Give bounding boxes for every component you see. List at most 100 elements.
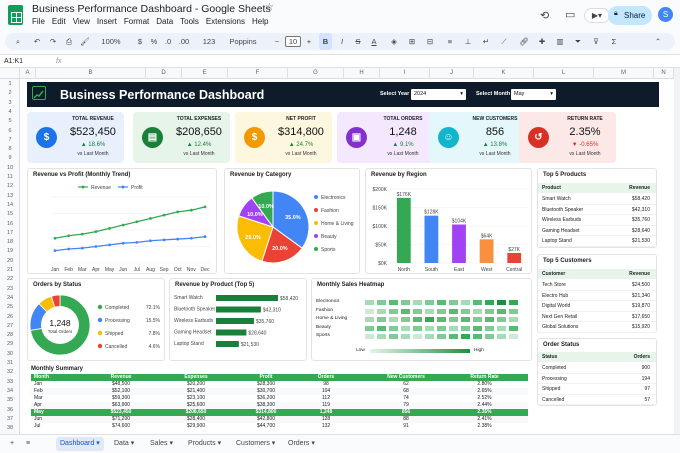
share-button[interactable]: Share (608, 6, 652, 25)
column-header[interactable]: H (344, 68, 380, 79)
history-icon[interactable]: ⟲ (540, 10, 550, 22)
vertical-align-icon[interactable]: ⊥ (464, 37, 472, 46)
bold-button[interactable]: B (319, 33, 332, 50)
column-header[interactable]: A (20, 68, 36, 79)
zoom-select[interactable]: 100% (101, 37, 121, 46)
row-header[interactable]: 34 (6, 387, 14, 394)
column-header[interactable]: E (182, 68, 228, 79)
row-header[interactable]: 5 (8, 118, 12, 125)
decrease-decimal-button[interactable]: .0 (164, 37, 172, 46)
table-row[interactable]: Next Gen Retail $17,650 (538, 312, 656, 322)
text-wrap-icon[interactable]: ↵ (482, 37, 490, 46)
row-header[interactable]: 20 (6, 257, 14, 264)
vertical-scrollbar[interactable] (674, 68, 680, 434)
table-row[interactable]: Completed 900 (538, 363, 656, 374)
row-header[interactable]: 23 (6, 285, 14, 292)
text-color-button[interactable]: A (371, 37, 377, 46)
redo-icon[interactable]: ↷ (49, 37, 57, 46)
row-header[interactable]: 6 (8, 127, 12, 134)
table-row[interactable]: Electro Hub $21,340 (538, 291, 656, 301)
row-header[interactable]: 33 (6, 378, 14, 385)
fill-color-icon[interactable]: ◈ (391, 37, 397, 46)
column-header[interactable]: L (534, 68, 594, 79)
row-header[interactable]: 31 (6, 360, 14, 366)
tab-products[interactable]: Products ▾ (188, 440, 222, 447)
name-box[interactable]: A1:K1 (4, 58, 24, 65)
row-header[interactable]: 32 (6, 369, 14, 376)
year-select[interactable]: 2024 (411, 89, 466, 100)
table-row[interactable]: Gaming Headset $28,640 (538, 226, 656, 236)
filter-icon[interactable]: ⏷ (575, 37, 581, 46)
undo-icon[interactable]: ↶ (33, 37, 41, 46)
row-header[interactable]: 16 (6, 220, 14, 227)
column-header[interactable]: G (288, 68, 344, 79)
table-row[interactable]: Global Solutions $15,920 (538, 322, 656, 333)
row-header[interactable]: 36 (6, 406, 14, 413)
tab-data[interactable]: Data ▾ (114, 440, 135, 447)
meet-icon[interactable]: ▶▾ (584, 8, 610, 23)
horizontal-align-icon[interactable]: ≡ (447, 37, 453, 46)
tab-dashboard[interactable]: Dashboard ▾ (56, 437, 104, 451)
add-sheet-button[interactable]: + (10, 440, 15, 447)
row-header[interactable]: 30 (6, 350, 14, 357)
table-row[interactable]: Wireless Earbuds $35,760 (538, 215, 656, 226)
row-header[interactable]: 9 (8, 155, 12, 162)
table-row[interactable]: Mar $59,300 $23,100 $36,200 112 74 2.52% (31, 395, 528, 402)
column-header[interactable]: I (380, 68, 430, 79)
row-header[interactable]: 1 (8, 81, 12, 87)
collapse-toolbar-icon[interactable]: ⌃ (654, 37, 662, 46)
row-header[interactable]: 19 (6, 248, 14, 255)
menu-file[interactable]: File (32, 17, 45, 26)
all-sheets-icon[interactable]: ≡ (26, 440, 31, 447)
table-row[interactable]: Laptop Stand $21,530 (538, 236, 656, 247)
table-row[interactable]: Bluetooth Speaker $42,310 (538, 205, 656, 215)
row-header[interactable]: 25 (6, 304, 14, 311)
row-header[interactable]: 26 (6, 313, 14, 320)
tab-sales[interactable]: Sales ▾ (150, 440, 173, 447)
print-icon[interactable]: ⎙ (66, 37, 72, 46)
row-header[interactable]: 7 (8, 136, 12, 143)
column-header[interactable]: K (474, 68, 534, 79)
table-row[interactable]: Jul $74,600 $29,900 $44,700 132 91 2.38% (31, 423, 528, 430)
strikethrough-button[interactable]: S (355, 37, 361, 46)
currency-format-button[interactable]: $ (137, 37, 143, 46)
menu-help[interactable]: Help (251, 17, 269, 26)
row-header[interactable]: 3 (8, 99, 12, 106)
row-header[interactable]: 17 (6, 229, 14, 236)
text-rotation-icon[interactable]: ⟋ (501, 37, 507, 46)
row-header[interactable]: 27 (6, 322, 14, 329)
font-size-input[interactable]: 10 (285, 36, 301, 47)
row-header[interactable]: 2 (8, 90, 12, 97)
insert-link-icon[interactable]: 🔗︎ (519, 37, 529, 46)
row-header[interactable]: 4 (8, 108, 12, 115)
select-all-corner[interactable] (0, 68, 20, 79)
row-header[interactable]: 10 (6, 164, 14, 171)
insert-comment-icon[interactable]: ✚ (538, 37, 546, 46)
column-header[interactable]: F (228, 68, 288, 79)
row-header[interactable]: 15 (6, 211, 14, 218)
table-row[interactable]: Tech Store $24,500 (538, 280, 656, 291)
menu-edit[interactable]: Edit (51, 17, 66, 26)
increase-decimal-button[interactable]: .00 (178, 37, 190, 46)
menu-tools[interactable]: Tools (180, 17, 199, 26)
table-row[interactable]: May $523,450 $208,650 $314,800 1,248 856 2.35% (31, 409, 528, 416)
column-header[interactable]: M (594, 68, 654, 79)
row-header[interactable]: 11 (7, 174, 13, 180)
table-row[interactable]: Jun $71,200 $28,400 $42,800 128 88 2.41% (31, 416, 528, 423)
table-row[interactable]: Cancelled 57 (538, 395, 656, 405)
borders-icon[interactable]: ⊞ (408, 37, 416, 46)
column-header[interactable]: N (654, 68, 674, 79)
paint-format-icon[interactable]: 🖌︎ (80, 37, 90, 46)
font-size-increase-button[interactable]: + (306, 37, 312, 46)
font-size-decrease-button[interactable]: − (274, 37, 280, 46)
number-format-button[interactable]: 123 (202, 37, 216, 46)
column-header[interactable]: J (430, 68, 474, 79)
table-row[interactable]: Digital World $19,870 (538, 301, 656, 312)
row-header[interactable]: 37 (6, 415, 14, 422)
avatar[interactable]: S (658, 7, 673, 22)
table-row[interactable]: Processing 194 (538, 374, 656, 384)
table-row[interactable]: Shipped 97 (538, 384, 656, 395)
tab-customers[interactable]: Customers ▾ (236, 440, 276, 447)
column-header[interactable]: D (146, 68, 182, 79)
italic-button[interactable]: I (340, 37, 344, 46)
